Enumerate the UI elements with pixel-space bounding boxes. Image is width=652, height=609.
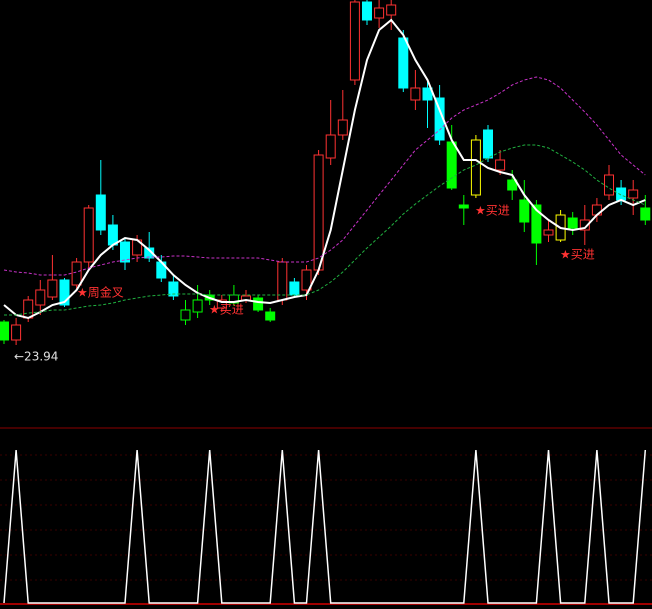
candle-body (422, 87, 433, 101)
annotation: ★买进 (209, 303, 244, 317)
candle-body (107, 224, 118, 246)
candle-body (35, 289, 46, 306)
candle-body (216, 299, 227, 309)
candle-body (0, 321, 9, 341)
candle-body (386, 4, 397, 16)
candle-body (628, 189, 639, 199)
moving-average (3, 18, 646, 320)
candle-body (567, 217, 578, 229)
indicator-line (3, 449, 647, 604)
candle-body (398, 37, 409, 89)
annotation: ★买进 (560, 248, 595, 262)
annotation: ★买进 (475, 204, 510, 218)
candle-body (71, 261, 82, 286)
candle-body (180, 309, 191, 321)
candle-body (640, 207, 651, 221)
candle-body (374, 7, 385, 19)
candle-body (543, 229, 554, 236)
candle-body (458, 204, 469, 209)
candle-body (95, 194, 106, 231)
candle-body (495, 159, 506, 171)
candle-body (11, 324, 22, 341)
candle-body (47, 279, 58, 298)
candle-body (362, 1, 372, 21)
candle-body (470, 139, 481, 196)
candle-body (519, 199, 530, 223)
candle-body (120, 241, 130, 263)
candle-body (579, 219, 590, 231)
candle-body (144, 247, 155, 259)
candle-body (325, 134, 336, 159)
candle-body (313, 154, 324, 271)
candle-body (337, 119, 348, 136)
candle-body (289, 281, 300, 296)
candle-body (253, 297, 264, 311)
candle-body (277, 261, 288, 301)
candle-body (446, 141, 457, 189)
candle-body (410, 87, 421, 101)
lower-guides (0, 454, 652, 581)
candle-body (301, 269, 312, 291)
candle-body (349, 1, 360, 81)
candle-body (23, 299, 34, 319)
moving-average (3, 76, 646, 276)
candle-body (192, 299, 203, 313)
candle-body (507, 179, 518, 191)
moving-average (4, 144, 646, 316)
candle-body (483, 129, 493, 159)
candle-body (83, 207, 94, 263)
candle-body (59, 279, 70, 306)
low-price-label: ←23.94 (14, 350, 58, 364)
candle-body (616, 187, 627, 201)
candle-body (168, 281, 179, 297)
candle-body (604, 174, 614, 196)
annotation: ★周金叉 (77, 285, 124, 300)
candle-body (531, 204, 542, 244)
candle-body (265, 311, 276, 321)
